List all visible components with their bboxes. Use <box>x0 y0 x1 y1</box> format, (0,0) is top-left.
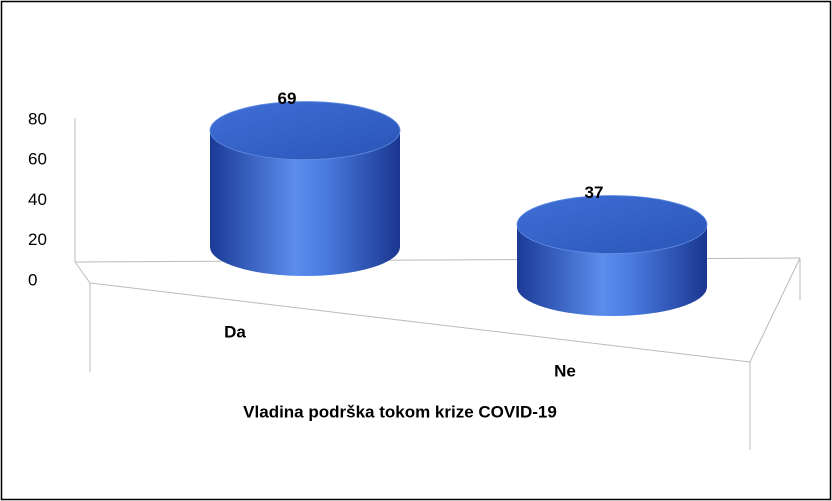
y-tick-label: 60 <box>28 150 47 169</box>
bar-top <box>516 195 708 254</box>
x-tick-label: Da <box>224 322 246 341</box>
x-tick-label: Ne <box>554 361 576 380</box>
bar-top <box>209 101 401 160</box>
x-axis-title: Vladina podrška tokom krize COVID-19 <box>243 402 557 421</box>
y-tick-label: 0 <box>28 270 37 289</box>
bar-body <box>210 130 400 276</box>
y-tick-label: 80 <box>28 109 47 128</box>
value-label: 69 <box>278 89 297 108</box>
y-tick-label: 40 <box>28 190 47 209</box>
axes-3d <box>74 118 801 450</box>
value-label: 37 <box>585 183 604 202</box>
y-tick-label: 20 <box>28 230 47 249</box>
